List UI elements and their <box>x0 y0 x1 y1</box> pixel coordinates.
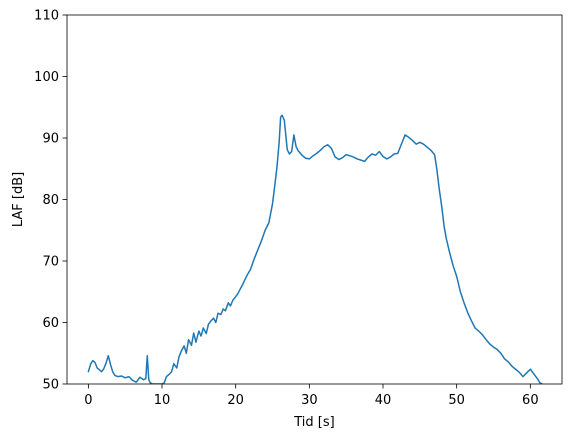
x-tick-label: 60 <box>522 393 539 408</box>
plot-area <box>66 14 563 385</box>
y-tick-label: 110 <box>34 9 59 24</box>
y-tick-label: 80 <box>42 193 59 208</box>
x-tick-label: 10 <box>154 393 171 408</box>
y-tick-label: 90 <box>42 132 59 147</box>
y-tick-label: 50 <box>42 378 59 393</box>
x-tick-label: 0 <box>84 393 92 408</box>
x-axis-label: Tid [s] <box>293 415 334 430</box>
y-tick-label: 70 <box>42 255 59 270</box>
x-tick-label: 20 <box>227 393 244 408</box>
x-tick-label: 30 <box>301 393 318 408</box>
x-axis-ticks: 0 10 20 30 40 50 60 <box>84 384 539 408</box>
x-tick-label: 40 <box>375 393 392 408</box>
y-tick-label: 100 <box>34 70 59 85</box>
y-axis-ticks: 50 60 70 80 90 100 110 <box>34 9 67 393</box>
series-line-laf <box>87 114 543 384</box>
series-layer <box>87 114 543 384</box>
y-axis-label: LAF [dB] <box>11 172 26 227</box>
x-tick-label: 50 <box>448 393 465 408</box>
y-tick-label: 60 <box>42 316 59 331</box>
